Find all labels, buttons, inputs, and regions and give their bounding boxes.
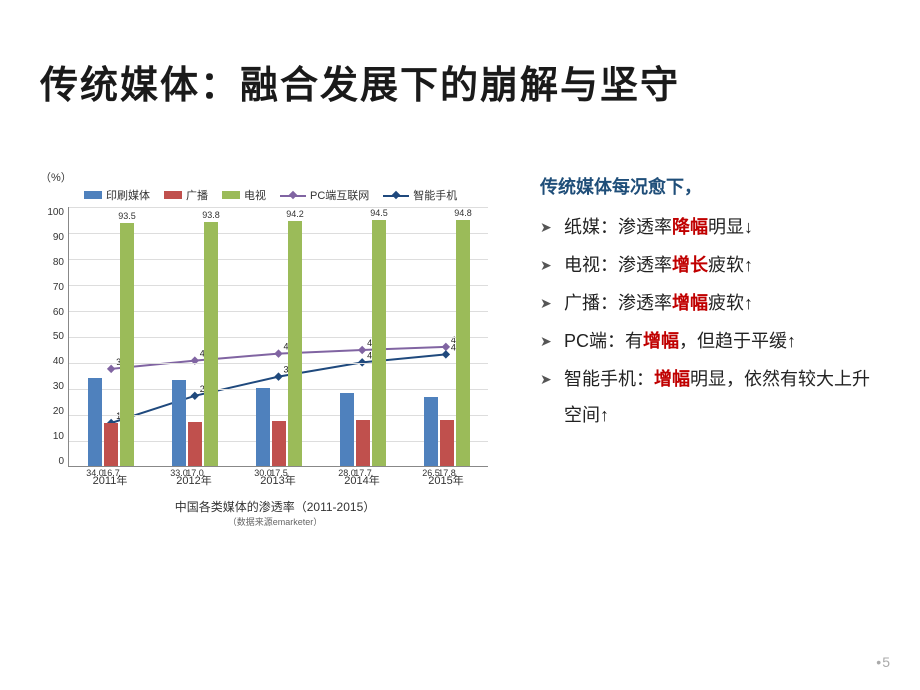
- bar-group: 26.517.894.8: [405, 206, 489, 466]
- highlight: 增幅: [643, 331, 679, 351]
- y-axis: 1009080706050403020100: [40, 207, 68, 467]
- bar: 34.0: [88, 378, 102, 466]
- bar-value-label: 28.0: [338, 468, 356, 478]
- bar-value-label: 94.5: [370, 208, 388, 218]
- bar-value-label: 94.2: [286, 209, 304, 219]
- bar: 28.0: [340, 393, 354, 466]
- bullet-item: 纸媒：渗透率降幅明显↓: [540, 209, 880, 245]
- bar: 17.8: [440, 420, 454, 466]
- page-title: 传统媒体：融合发展下的崩解与坚守: [40, 54, 880, 109]
- bar-value-label: 17.8: [438, 468, 456, 478]
- bar-value-label: 26.5: [422, 468, 440, 478]
- bar-value-label: 30.0: [254, 468, 272, 478]
- y-tick: 10: [53, 431, 64, 442]
- bar-group: 30.017.594.2: [237, 206, 321, 466]
- chart-legend: 印刷媒体 广播 电视 PC端互联网 智能手机: [84, 187, 510, 203]
- legend-swatch: [84, 191, 102, 199]
- bar-value-label: 17.7: [354, 468, 372, 478]
- bar: 94.5: [372, 220, 386, 466]
- y-tick: 20: [53, 406, 64, 417]
- legend-line-swatch: [280, 190, 306, 200]
- bar: 17.7: [356, 420, 370, 466]
- page-number: 5: [876, 654, 890, 670]
- legend-item: 广播: [164, 187, 208, 203]
- plot-wrap: 1009080706050403020100 37.540.743.444.84…: [40, 207, 510, 467]
- bullet-item: 智能手机：增幅明显，依然有较大上升空间↑: [540, 361, 880, 433]
- bar-value-label: 33.0: [170, 468, 188, 478]
- bullet-item: 广播：渗透率增幅疲软↑: [540, 285, 880, 321]
- highlight: 降幅: [672, 217, 708, 237]
- y-unit-label: （%）: [40, 169, 510, 185]
- lead-text: 传统媒体每况愈下，: [540, 169, 880, 205]
- legend-item: 智能手机: [383, 187, 457, 203]
- legend-label: 广播: [186, 187, 208, 203]
- bullet-item: 电视：渗透率增长疲软↑: [540, 247, 880, 283]
- bar: 17.0: [188, 422, 202, 466]
- bullet-item: PC端：有增幅，但趋于平缓↑: [540, 323, 880, 359]
- legend-swatch: [222, 191, 240, 199]
- y-tick: 30: [53, 381, 64, 392]
- bar-group: 34.016.793.5: [69, 206, 153, 466]
- y-tick: 50: [53, 331, 64, 342]
- bar: 30.0: [256, 388, 270, 466]
- slide: 传统媒体：融合发展下的崩解与坚守 （%） 印刷媒体广播电视PC端互联网智能手机 …: [0, 0, 920, 690]
- y-tick: 70: [53, 282, 64, 293]
- bar: 93.5: [120, 223, 134, 466]
- legend-label: 印刷媒体: [106, 187, 150, 203]
- y-tick: 0: [58, 456, 64, 467]
- legend-label: 电视: [244, 187, 266, 203]
- bar: 33.0: [172, 380, 186, 466]
- bar: 93.8: [204, 222, 218, 466]
- bar: 17.5: [272, 421, 286, 467]
- legend-item: PC端互联网: [280, 187, 369, 203]
- legend-item: 电视: [222, 187, 266, 203]
- legend-label: 智能手机: [413, 187, 457, 203]
- chart-source: （数据来源emarketer）: [40, 515, 510, 528]
- bar: 94.2: [288, 221, 302, 466]
- bar: 26.5: [424, 397, 438, 466]
- bar-value-label: 34.0: [86, 468, 104, 478]
- bullet-list: 纸媒：渗透率降幅明显↓电视：渗透率增长疲软↑广播：渗透率增幅疲软↑PC端：有增幅…: [540, 209, 880, 433]
- legend-line-swatch: [383, 190, 409, 200]
- text-block: 传统媒体每况愈下， 纸媒：渗透率降幅明显↓电视：渗透率增长疲软↑广播：渗透率增幅…: [540, 169, 880, 528]
- highlight: 增幅: [672, 293, 708, 313]
- y-tick: 40: [53, 356, 64, 367]
- y-tick: 100: [47, 207, 64, 218]
- y-tick: 60: [53, 307, 64, 318]
- bar-value-label: 93.8: [202, 210, 220, 220]
- chart: （%） 印刷媒体广播电视PC端互联网智能手机 10090807060504030…: [40, 169, 510, 528]
- legend-item: 印刷媒体: [84, 187, 150, 203]
- highlight: 增长: [672, 255, 708, 275]
- legend-label: PC端互联网: [310, 187, 369, 203]
- bar-value-label: 17.0: [186, 468, 204, 478]
- bar: 16.7: [104, 423, 118, 466]
- bar-value-label: 16.7: [102, 468, 120, 478]
- y-tick: 90: [53, 232, 64, 243]
- legend-swatch: [164, 191, 182, 199]
- content-row: （%） 印刷媒体广播电视PC端互联网智能手机 10090807060504030…: [40, 169, 880, 528]
- highlight: 增幅: [654, 369, 690, 389]
- bar-group: 28.017.794.5: [321, 206, 405, 466]
- bar-value-label: 93.5: [118, 211, 136, 221]
- chart-title: 中国各类媒体的渗透率（2011-2015）: [40, 498, 510, 515]
- plot-area: 37.540.743.444.846.016.627.134.540.043.1…: [68, 207, 488, 467]
- y-tick: 80: [53, 257, 64, 268]
- bar: 94.8: [456, 220, 470, 466]
- bar-value-label: 17.5: [270, 468, 288, 478]
- bar-value-label: 94.8: [454, 208, 472, 218]
- bar-group: 33.017.093.8: [153, 206, 237, 466]
